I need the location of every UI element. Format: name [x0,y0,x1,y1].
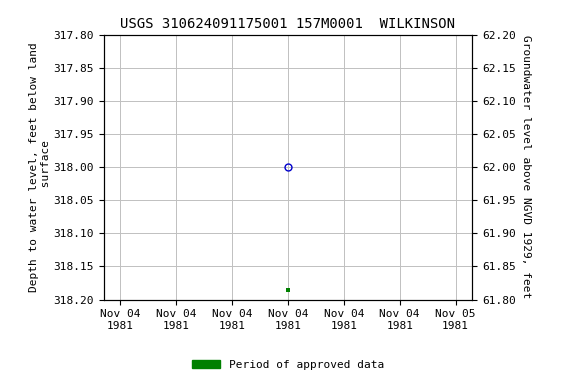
Y-axis label: Depth to water level, feet below land
 surface: Depth to water level, feet below land su… [29,42,51,292]
Title: USGS 310624091175001 157M0001  WILKINSON: USGS 310624091175001 157M0001 WILKINSON [120,17,456,31]
Y-axis label: Groundwater level above NGVD 1929, feet: Groundwater level above NGVD 1929, feet [521,35,531,299]
Legend: Period of approved data: Period of approved data [188,356,388,375]
